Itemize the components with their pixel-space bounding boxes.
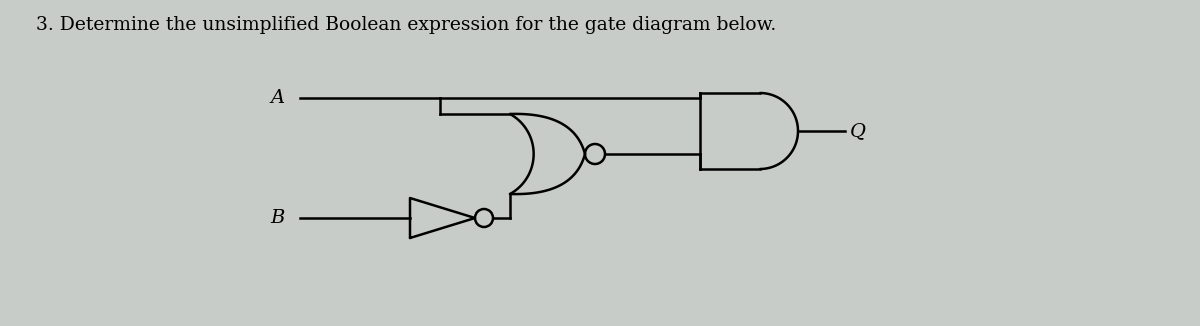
Text: A: A xyxy=(271,89,286,107)
Text: B: B xyxy=(271,209,286,227)
Text: 3. Determine the unsimplified Boolean expression for the gate diagram below.: 3. Determine the unsimplified Boolean ex… xyxy=(36,16,776,34)
Text: Q: Q xyxy=(850,122,866,140)
